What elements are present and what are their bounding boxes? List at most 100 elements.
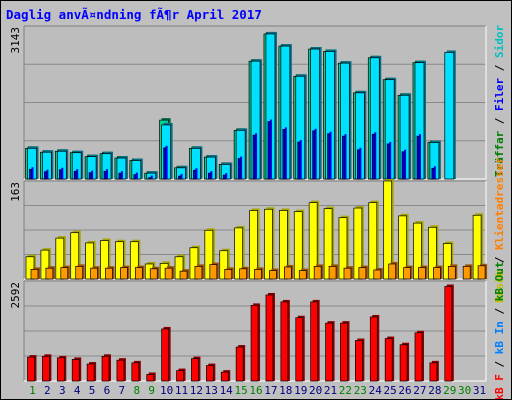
bar-files-day-28-shadow: [433, 166, 436, 179]
bar-visits-day-26: [398, 215, 407, 280]
x-tick-label-3: 3: [59, 384, 66, 397]
x-tick-label-29: 29: [443, 384, 456, 397]
x-tick-label-12: 12: [190, 384, 203, 397]
bar-visits-day-8: [129, 241, 139, 280]
bar-files-day-9-shadow: [150, 175, 153, 179]
bar-sites-day-3: [60, 267, 69, 280]
legend-bottom-part-1: /: [493, 354, 506, 374]
legend-bottom-part-4: kB Out: [493, 261, 506, 301]
ymax-label-top: 3143: [9, 27, 22, 54]
x-tick-label-31: 31: [473, 384, 486, 397]
bar-files-day-14-shadow: [225, 173, 228, 179]
bar-visits-day-27: [413, 222, 422, 280]
bar-kbytes-day-5: [86, 363, 95, 382]
bar-sites-day-11: [179, 270, 188, 280]
bar-files-day-26-shadow: [404, 149, 407, 179]
bar-files-day-23: [357, 149, 360, 180]
bar-visits-day-14: [219, 250, 229, 280]
bar-kbytes-day-18: [280, 301, 289, 382]
bar-files-day-19: [297, 141, 301, 180]
x-tick-label-7: 7: [119, 384, 126, 397]
bar-kbytes-day-25: [384, 338, 393, 382]
x-tick-label-5: 5: [89, 384, 96, 397]
bar-files-day-3-shadow: [61, 167, 64, 179]
x-tick-label-24: 24: [369, 384, 383, 397]
x-tick-label-9: 9: [148, 384, 155, 397]
legend-top-part-0: Träffar: [493, 130, 506, 177]
bar-files-day-21: [327, 133, 330, 180]
bar-files-day-27: [416, 135, 420, 180]
legend-top-part-1: /: [493, 111, 506, 131]
bar-files-day-15-shadow: [240, 156, 243, 179]
ymax-label-middle: 163: [9, 182, 22, 202]
bar-sites-day-17: [269, 270, 277, 280]
x-tick-label-17: 17: [264, 384, 277, 397]
bar-visits-day-13: [204, 229, 214, 280]
bar-files-day-8-shadow: [135, 172, 138, 179]
bar-files-day-9: [148, 177, 152, 180]
x-tick-label-16: 16: [249, 384, 262, 397]
bar-kbytes-day-13: [205, 365, 214, 382]
bar-kbytes-day-16: [250, 305, 259, 382]
bar-files-day-13-shadow: [210, 171, 213, 179]
bar-kbytes-day-26: [399, 344, 408, 382]
bar-visits-day-22: [338, 217, 348, 280]
bar-kbytes-day-24: [369, 316, 378, 382]
x-tick-label-23: 23: [354, 384, 367, 397]
x-tick-label-18: 18: [279, 384, 292, 397]
bar-files-day-3: [58, 169, 62, 180]
bar-sites-day-1: [30, 269, 39, 280]
bar-files-day-18: [282, 128, 286, 180]
bar-visits-day-23: [353, 207, 363, 280]
bar-files-day-15: [237, 158, 241, 180]
bar-kbytes-day-7: [116, 359, 125, 382]
bar-files-day-27-shadow: [418, 134, 421, 179]
bar-kbytes-day-21: [325, 322, 333, 382]
bar-files-day-6-shadow: [106, 169, 109, 179]
bar-visits-day-2: [40, 249, 50, 280]
bar-files-day-2: [44, 171, 47, 180]
bar-kbytes-day-15: [235, 346, 244, 382]
bar-files-day-6: [103, 170, 107, 180]
bar-sites-day-18: [284, 266, 292, 280]
x-tick-label-21: 21: [324, 384, 337, 397]
x-tick-label-19: 19: [294, 384, 307, 397]
bar-files-day-11-shadow: [180, 174, 183, 179]
bar-kbytes-day-22: [340, 322, 348, 382]
bar-files-day-28: [431, 167, 435, 180]
x-tick-label-1: 1: [29, 384, 36, 397]
bar-files-day-13: [207, 172, 211, 180]
bar-sites-day-4: [75, 266, 84, 280]
bar-kbytes-day-17: [265, 294, 274, 382]
bar-files-day-17-shadow: [269, 119, 272, 179]
bar-visits-day-6: [100, 240, 109, 280]
legend-bottom-part-2: kB In: [493, 321, 506, 354]
bar-files-day-17: [267, 121, 271, 180]
bar-files-day-22-shadow: [344, 134, 347, 179]
bar-sites-day-2: [45, 267, 54, 280]
bar-files-day-26: [401, 151, 405, 180]
x-tick-label-20: 20: [309, 384, 322, 397]
bar-sites-day-13: [209, 264, 218, 280]
bar-visits-day-18: [279, 210, 288, 280]
bar-sites-day-8: [134, 267, 143, 280]
bar-sites-day-27: [418, 267, 426, 280]
bar-files-day-21-shadow: [329, 131, 332, 179]
bar-sites-day-5: [90, 267, 98, 280]
legend-top: Träffar / Filer / Sidor: [493, 24, 506, 177]
bar-files-day-5-shadow: [91, 170, 94, 179]
bar-files-day-12-shadow: [195, 168, 198, 179]
bar-kbytes-day-10: [161, 328, 169, 382]
bar-visits-day-31: [472, 214, 482, 280]
bar-sites-day-16: [254, 269, 262, 280]
x-tick-label-25: 25: [384, 384, 397, 397]
bar-pages-day-29: [444, 52, 455, 180]
legend-top-part-3: /: [493, 58, 506, 78]
bar-kbytes-day-1: [27, 356, 35, 382]
bar-files-day-5: [88, 172, 92, 180]
bar-sites-day-25: [388, 263, 397, 280]
legend-bottom-part-3: /: [493, 301, 506, 321]
bar-files-day-24: [371, 133, 375, 180]
